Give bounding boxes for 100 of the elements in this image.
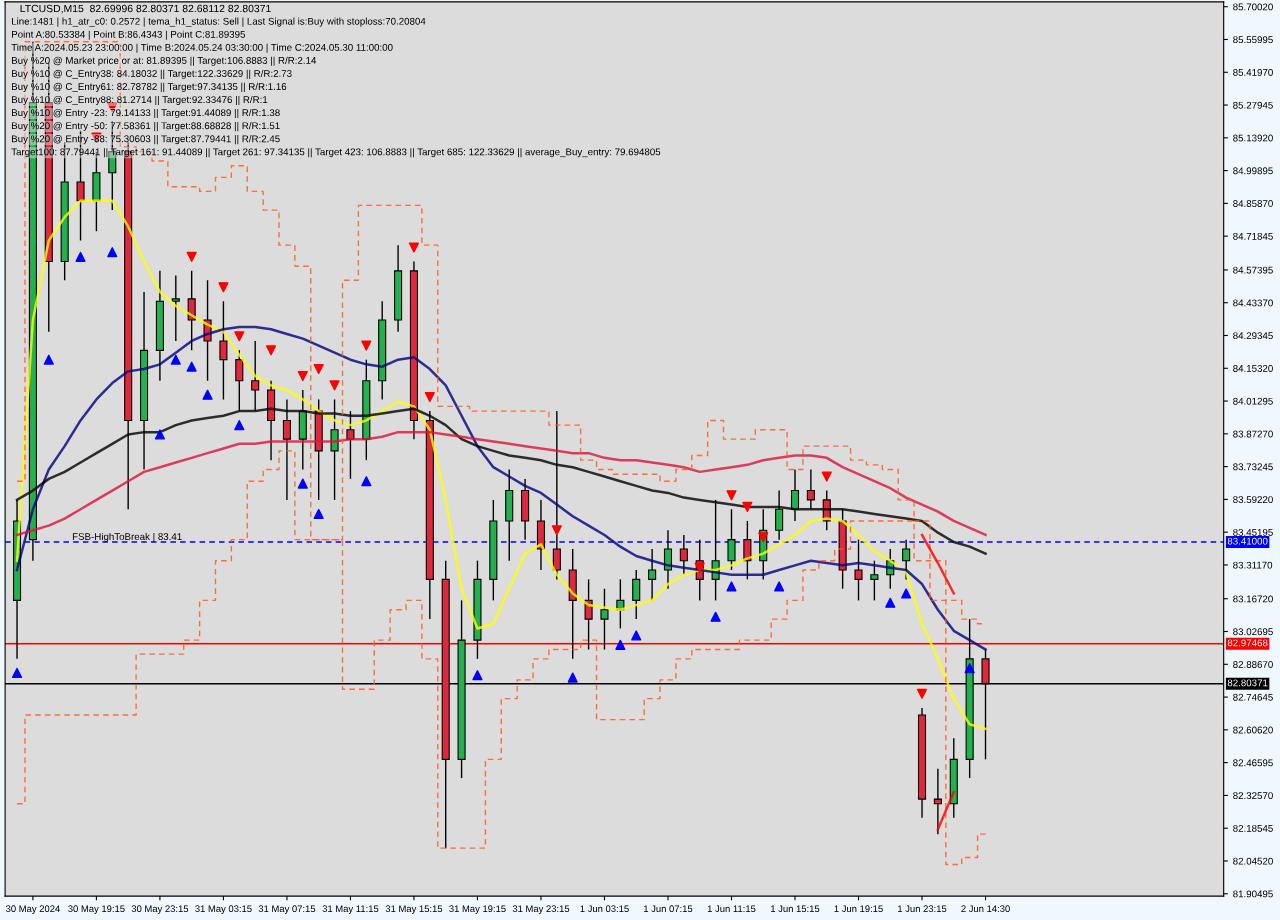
candlestick xyxy=(663,529,673,590)
point xyxy=(11,667,23,678)
x-tick-label: 1 Jun 03:15 xyxy=(580,905,629,913)
point xyxy=(551,525,562,536)
point xyxy=(742,501,753,513)
candlestick xyxy=(219,300,228,401)
point xyxy=(631,630,642,641)
x-tick-label: 30 May 23:15 xyxy=(131,905,189,914)
y-tick-label: 84.57395 xyxy=(1233,266,1273,274)
y-tick-label: 82.32570 xyxy=(1233,792,1273,800)
annotation: Buy %10 @ Entry -23: 79.14133 || Target:91.44089 || R/R:1.38 xyxy=(12,108,280,119)
ref-line-label: 82.97468 xyxy=(1227,639,1268,647)
point xyxy=(694,562,705,573)
candlestick xyxy=(346,410,355,480)
annotation: Time A:2024.05.23 23:00:00 | Time B:2024.05.24 03:30:00 | Time C:2024.05.30 11:00:00 xyxy=(11,43,393,53)
point xyxy=(234,420,245,431)
y-tick-label: 83.02695 xyxy=(1233,628,1273,636)
candlestick xyxy=(806,468,815,510)
point xyxy=(567,672,578,683)
candlestick xyxy=(679,534,688,576)
x-tick-label: 31 May 11:15 xyxy=(322,905,379,914)
candlestick xyxy=(870,559,879,602)
point xyxy=(218,282,229,293)
x-tick-label: 31 May 19:15 xyxy=(449,905,506,914)
point xyxy=(424,391,435,403)
y-tick-label: 83.87270 xyxy=(1233,430,1273,438)
y-tick-label: 83.16720 xyxy=(1233,595,1273,603)
candlestick xyxy=(933,768,942,835)
point xyxy=(885,597,896,608)
x-tick-label: 1 Jun 11:15 xyxy=(707,905,756,913)
x-tick-label: 30 May 2024 xyxy=(5,905,60,914)
annotation: Target100: 87.79441 || Target 161: 91.44089 || Target 261: 97.34135 || Target 423: 106.8883 || Target 685: 122.33629 || average_Buy_entry: 79.694805 xyxy=(11,148,661,158)
y-tick-label: 84.43370 xyxy=(1233,299,1273,307)
point xyxy=(154,429,166,440)
point xyxy=(916,688,928,699)
point xyxy=(726,581,737,592)
annotation: Buy %20 @ Market price or at: 81.89395 || Target:106.8883 || R/R:2.14 xyxy=(12,56,317,66)
candlestick xyxy=(600,588,609,651)
y-tick-label: 82.60620 xyxy=(1233,726,1273,734)
x-tick-label: 31 May 03:15 xyxy=(195,905,252,914)
ref-line-label: 83.41000 xyxy=(1227,537,1268,545)
chart-title: LTCUSD,M15 82.69996 82.80371 82.68112 82.80371 xyxy=(20,4,271,14)
point xyxy=(408,242,420,253)
y-tick-label: 82.46595 xyxy=(1233,759,1273,767)
point xyxy=(313,363,324,375)
annotation: Buy %10 @ C_Entry88: 81.2714 || Target:92.33476 || R/R:1 xyxy=(12,95,268,106)
point xyxy=(726,490,737,501)
point xyxy=(313,508,324,520)
y-tick-label: 85.41970 xyxy=(1233,69,1273,76)
candlestick xyxy=(187,270,196,352)
y-tick-label: 82.74645 xyxy=(1233,693,1273,701)
y-tick-label: 82.04520 xyxy=(1233,857,1273,865)
y-tick-label: 85.13920 xyxy=(1233,134,1273,142)
point xyxy=(774,581,785,592)
y-tick-label: 83.31170 xyxy=(1233,561,1273,569)
point xyxy=(265,345,277,356)
point xyxy=(758,532,769,543)
x-tick-label: 31 May 07:15 xyxy=(258,905,316,914)
point xyxy=(186,251,197,262)
point xyxy=(297,370,308,382)
point xyxy=(964,663,975,674)
y-tick-label: 83.45195 xyxy=(1233,528,1273,536)
point xyxy=(361,340,372,351)
y-tick-label: 84.99895 xyxy=(1233,167,1273,175)
point xyxy=(361,476,372,487)
candlestick xyxy=(902,538,911,581)
point xyxy=(329,380,340,391)
y-tick-label: 83.73245 xyxy=(1233,463,1273,471)
x-tick-label: 1 Jun 19:15 xyxy=(834,905,883,913)
annotation: Point A:80.53384 | Point B:86.4343 | Point C:81.89395 xyxy=(12,30,246,40)
y-tick-label: 84.71845 xyxy=(1233,232,1273,240)
point xyxy=(186,361,197,372)
candlestick xyxy=(790,468,800,522)
x-tick-label: 31 May 23:15 xyxy=(512,905,570,914)
y-tick-label: 85.55995 xyxy=(1233,36,1273,44)
point xyxy=(710,611,721,622)
annotation: Buy %10 @ C_Entry61: 82.78782 || Target:97.34135 || R/R:1.16 xyxy=(12,82,287,92)
point xyxy=(202,389,213,400)
y-tick-label: 85.70020 xyxy=(1233,3,1273,11)
point xyxy=(170,354,181,365)
candlestick xyxy=(171,274,180,342)
annotation: Buy %20 @ Entry -88: 75.30603 || Target:87.79441 || R/R:2.45 xyxy=(12,135,280,145)
candlestick xyxy=(854,538,863,602)
ref-line-label: 82.80371 xyxy=(1227,679,1268,687)
annotation: Buy %10 @ C_Entry38: 84.18032 || Target:122.33629 || R/R:2.73 xyxy=(12,69,292,79)
y-tick-label: 82.88670 xyxy=(1233,661,1273,668)
y-tick-label: 82.18545 xyxy=(1233,824,1273,832)
point xyxy=(297,478,308,489)
point xyxy=(901,588,912,599)
candlestick xyxy=(648,548,657,602)
annotation: FSB-HighToBreak | 83.41 xyxy=(72,532,182,542)
y-tick-label: 85.27945 xyxy=(1233,101,1273,109)
point xyxy=(615,639,626,650)
point xyxy=(107,247,118,258)
y-tick-label: 84.85870 xyxy=(1233,200,1273,207)
point xyxy=(234,331,245,342)
candlestick xyxy=(775,489,784,541)
candlestick xyxy=(727,508,736,571)
x-tick-label: 30 May 19:15 xyxy=(68,905,125,914)
annotation: Buy %20 @ Entry -50: 77.58361 || Target:88.68828 || R/R:1.51 xyxy=(12,122,280,132)
